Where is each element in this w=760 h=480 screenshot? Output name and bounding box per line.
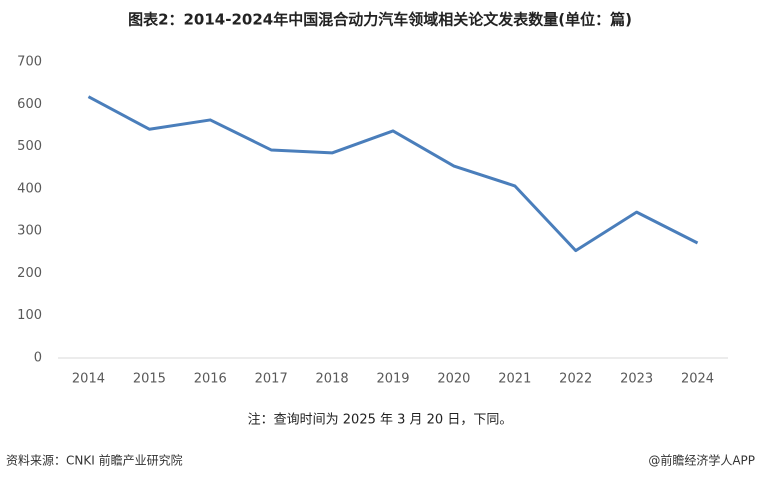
x-tick-label: 2017 [255,372,288,387]
credit: @前瞻经济学人APP [648,453,755,468]
x-tick-label: 2020 [437,372,470,387]
y-tick-label: 200 [17,266,42,281]
x-tick-label: 2015 [133,372,166,387]
x-tick-label: 2024 [681,372,714,387]
y-tick-label: 0 [34,351,42,366]
x-tick-label: 2014 [72,372,105,387]
y-tick-label: 700 [17,55,42,70]
x-tick-label: 2022 [559,372,592,387]
source: 资料来源：CNKI 前瞻产业研究院 [6,453,183,468]
y-tick-label: 300 [17,224,42,239]
y-tick-label: 600 [17,97,42,112]
x-tick-label: 2016 [194,372,227,387]
note: 注：查询时间为 2025 年 3 月 20 日，下同。 [248,413,513,428]
x-tick-label: 2021 [498,372,531,387]
x-tick-label: 2023 [620,372,653,387]
y-tick-label: 400 [17,181,42,196]
chart-title: 图表2：2014-2024年中国混合动力汽车领域相关论文发表数量(单位：篇) [128,11,632,29]
y-tick-label: 100 [17,308,42,323]
x-tick-label: 2019 [376,372,409,387]
line-series [87,95,699,253]
x-tick-label: 2018 [316,372,349,387]
y-tick-label: 500 [17,139,42,154]
